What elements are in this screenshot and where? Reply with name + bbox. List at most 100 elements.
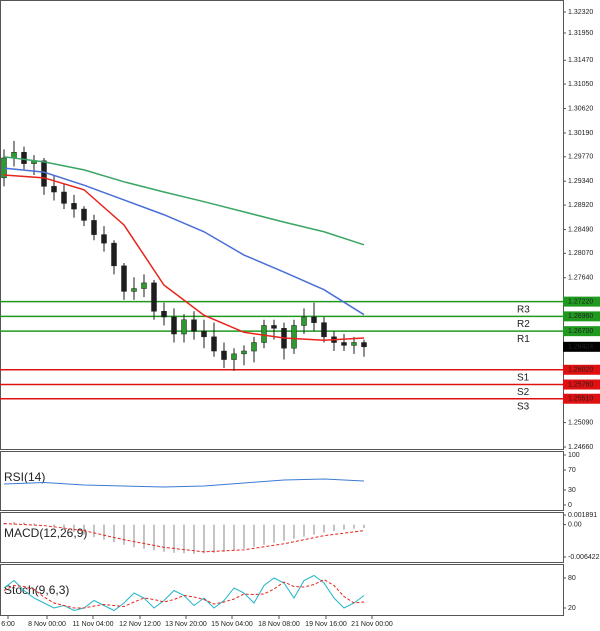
x-tick-label: 18 Nov 08:00 [258, 621, 300, 628]
histogram-bar [363, 524, 365, 529]
x-tick-label: 11 Nov 04:00 [72, 621, 113, 628]
histogram-bar [243, 524, 245, 549]
y-tick-label: 1.31950 [568, 30, 593, 37]
pivot-price-box [563, 311, 600, 322]
histogram-bar [313, 524, 315, 535]
pivot-name: S3 [517, 401, 530, 412]
histogram-bar [253, 524, 255, 547]
y-tick-label: 1.28490 [568, 226, 593, 233]
y-tick-label: 1.29770 [568, 154, 593, 161]
pivot-price: 1.26020 [568, 367, 593, 374]
histogram-bar [23, 522, 25, 525]
histogram-bar [223, 524, 225, 552]
histogram-bar [343, 524, 345, 530]
histogram-bar [103, 524, 105, 540]
x-tick-label: 21 Nov 00:00 [351, 621, 393, 628]
candle-body [241, 350, 247, 355]
x-tick-label: 8 Nov 00:00 [28, 621, 66, 628]
candle-body [291, 325, 297, 349]
candle-body [171, 316, 177, 335]
histogram-bar [73, 524, 75, 533]
stoch-panel [0, 564, 564, 616]
pivot-name: S1 [517, 372, 530, 383]
panel-title: RSI(14) [4, 470, 45, 484]
rsi-panel [0, 451, 564, 511]
histogram-bar [293, 524, 295, 539]
y-tick-label: 1.29340 [568, 178, 593, 185]
candle-body [11, 152, 17, 159]
candle-body [211, 336, 217, 352]
pivot-price: 1.25510 [568, 396, 593, 403]
pivot-price-box [563, 379, 600, 390]
y-tick-label: 1.27640 [568, 275, 593, 282]
candle-body [261, 325, 267, 343]
line-series [3, 174, 365, 341]
line-series [3, 156, 365, 246]
histogram-bar [153, 524, 155, 551]
line-series [3, 578, 365, 609]
x-tick-label: 12 Nov 12:00 [119, 621, 161, 628]
histogram-bar [233, 524, 235, 551]
candle-body [271, 325, 277, 329]
candle-body [141, 282, 147, 289]
candle-body [101, 234, 107, 244]
candle-body [311, 316, 317, 323]
pivot-price-box [563, 326, 600, 337]
histogram-bar [53, 524, 55, 528]
candle-body [201, 330, 207, 338]
candle-body [71, 203, 77, 210]
histogram-bar [333, 524, 335, 532]
line-series [3, 523, 365, 553]
candle-body [191, 319, 197, 332]
histogram-bar [13, 522, 15, 525]
pivot-name: R3 [517, 304, 530, 315]
last-price: 1.26424 [568, 344, 593, 351]
candle-body [131, 288, 137, 292]
histogram-bar [213, 524, 215, 553]
y-tick-label: 20 [568, 605, 576, 612]
y-tick-label: 1.28920 [568, 202, 593, 209]
pivot-price: 1.27220 [568, 298, 593, 305]
pivot-name: R1 [517, 334, 530, 345]
y-tick-label: -0.006422 [568, 554, 600, 561]
pivot-price-box [563, 393, 600, 404]
pivot-price-box [563, 296, 600, 307]
candle-body [161, 311, 167, 318]
candle-body [351, 342, 357, 346]
y-tick-label: 1.31050 [568, 81, 593, 88]
y-tick-label: 70 [568, 467, 576, 474]
candle-body [221, 350, 227, 360]
y-tick-label: 0.00 [568, 521, 582, 528]
pivot-price: 1.25760 [568, 381, 593, 388]
histogram-bar [63, 524, 65, 530]
y-tick-label: 1.25090 [568, 419, 593, 426]
pivot-price-box [563, 364, 600, 375]
histogram-bar [273, 524, 275, 543]
panel-title: MACD(12,26,9) [4, 526, 87, 540]
candle-body [321, 322, 327, 338]
histogram-bar [263, 524, 265, 545]
y-tick-label: 80 [568, 575, 576, 582]
histogram-bar [353, 524, 355, 529]
macd-panel [0, 512, 564, 563]
histogram-bar [203, 524, 205, 554]
line-series [3, 167, 365, 316]
y-tick-label: 1.32320 [568, 9, 593, 16]
histogram-bar [143, 524, 145, 549]
candle-body [51, 186, 57, 193]
y-tick-label: 1.30190 [568, 130, 593, 137]
candle-body [41, 160, 47, 187]
pivot-price: 1.26700 [568, 328, 593, 335]
y-tick-label: 100 [568, 452, 580, 459]
last-price-box [563, 341, 600, 352]
y-tick-label: 1.30620 [568, 105, 593, 112]
y-tick-label: 1.28070 [568, 250, 593, 257]
candle-body [341, 342, 347, 346]
x-tick-label: 13 Nov 20:00 [165, 621, 207, 628]
histogram-bar [33, 523, 35, 525]
candle-body [181, 319, 187, 335]
x-tick-label: 19 Nov 16:00 [305, 621, 347, 628]
candle-body [151, 282, 157, 312]
histogram-bar [303, 524, 305, 537]
